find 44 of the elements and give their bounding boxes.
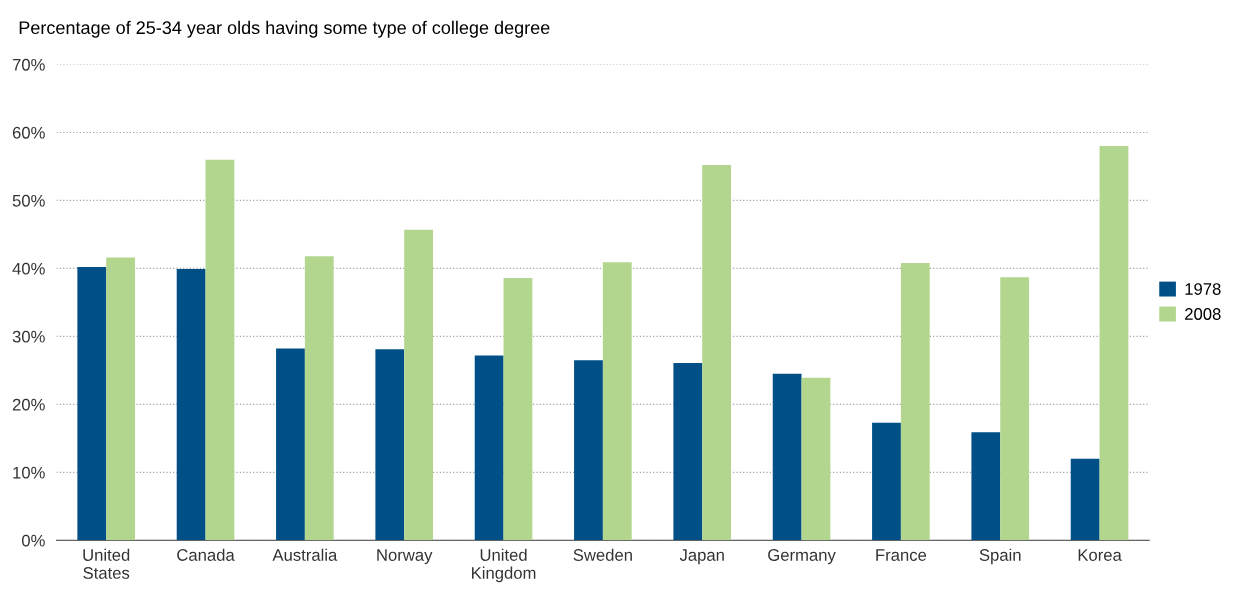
bar bbox=[106, 257, 135, 541]
bar bbox=[1099, 146, 1129, 541]
bar bbox=[404, 229, 434, 541]
y-tick-label: 10% bbox=[13, 466, 45, 479]
y-tick-label: 70% bbox=[12, 58, 45, 71]
y-tick-label: 60% bbox=[12, 126, 45, 139]
bar bbox=[772, 373, 802, 541]
legend-label: 2008 bbox=[1185, 308, 1221, 320]
bar bbox=[503, 277, 533, 541]
bar bbox=[474, 355, 504, 541]
bar bbox=[574, 360, 603, 541]
x-tick-label: United Kingdom bbox=[472, 548, 536, 583]
x-tick-label: Norway bbox=[377, 549, 433, 565]
x-tick-label: Spain bbox=[979, 548, 1021, 565]
bar bbox=[872, 422, 901, 541]
bar bbox=[205, 159, 235, 541]
bar bbox=[971, 432, 1001, 541]
bar bbox=[900, 262, 930, 541]
bar bbox=[673, 362, 703, 541]
x-tick-label: Germany bbox=[768, 549, 836, 565]
bar bbox=[176, 269, 206, 541]
bar bbox=[77, 267, 107, 541]
x-tick-label: Korea bbox=[1078, 549, 1122, 561]
bar bbox=[602, 262, 632, 541]
bar bbox=[276, 348, 305, 541]
y-tick-label: 0% bbox=[21, 534, 45, 547]
x-tick-label: Australia bbox=[272, 548, 338, 561]
bar bbox=[702, 165, 732, 541]
bar bbox=[801, 377, 831, 541]
legend-label: 1978 bbox=[1185, 283, 1221, 295]
chart-title: Percentage of 25-34 year olds having some type of college degree bbox=[19, 20, 550, 38]
y-tick-label: 20% bbox=[12, 398, 45, 411]
bar bbox=[1000, 277, 1030, 541]
bar bbox=[304, 256, 334, 541]
y-tick-label: 30% bbox=[12, 330, 45, 343]
y-tick-label: 40% bbox=[12, 262, 45, 275]
bar bbox=[1070, 458, 1100, 541]
x-tick-label: Canada bbox=[177, 548, 235, 561]
x-tick-label: United States bbox=[83, 548, 130, 579]
x-tick-label: Sweden bbox=[573, 548, 632, 561]
x-tick-label: Japan bbox=[679, 549, 724, 565]
y-tick-label: 50% bbox=[12, 194, 45, 207]
bar bbox=[375, 349, 405, 541]
x-tick-label: France bbox=[876, 549, 927, 561]
